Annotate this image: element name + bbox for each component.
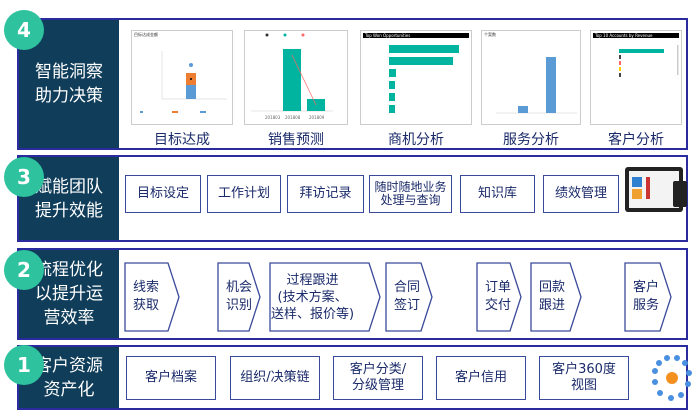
title-line: 提升效能 [35, 200, 103, 221]
asset-item[interactable]: 客户分类/分级管理 [333, 356, 423, 400]
process-step[interactable]: 过程跟进 (技术方案、 送样、报价等) [269, 262, 381, 332]
title-line: 营效率 [43, 308, 95, 328]
chart-label: 服务分析 [503, 132, 559, 148]
point-target [189, 63, 193, 67]
layer-badge-3: 3 [4, 157, 44, 197]
chart-title: Top Won Opportunities [363, 33, 469, 38]
title-line: 资产化 [43, 379, 95, 400]
asset-item[interactable]: 客户360度 视图 [539, 356, 629, 400]
step-label: 合同 签订 [385, 279, 420, 315]
step-line: 客户 [633, 280, 660, 295]
layer-2-title: 流程优化以提升运营效率 [19, 250, 119, 338]
chart-label: 客户分析 [608, 132, 664, 148]
step-label: 过程跟进 (技术方案、 送样、报价等) [269, 272, 354, 323]
step-label: 订单 交付 [476, 279, 511, 315]
tablet-app-image [625, 167, 687, 212]
chart-service: 个案数 [481, 30, 581, 125]
title-line: 智能洞察 [35, 62, 103, 82]
chart-title: Top 10 Accounts by Revenue [593, 33, 679, 38]
chart-target-achievement: 目标达成金额 [131, 30, 233, 125]
layer-4-decision: 智能洞察 助力决策 目标达成金额 目标达成 201803 201808 201809 … [17, 18, 688, 150]
asset-line: 分级管理 [351, 378, 404, 393]
process-step[interactable]: 合同 签订 [385, 262, 433, 332]
point-black [190, 78, 192, 80]
layer-2-process: 流程优化 以提升运 营效率 线索 获取 机会 识别 过程跟进 (技术方案、 送样、报价等) 合同签… [17, 248, 688, 340]
asset-line: 客户档案 [144, 370, 197, 385]
step-line: 服务 [633, 298, 660, 313]
item-visit-record[interactable]: 拜访记录 [287, 175, 364, 213]
title-line: 助力决策 [35, 86, 103, 106]
step-label: 线索 获取 [124, 279, 159, 315]
title-line: 赋能团队 [35, 176, 103, 197]
layer-badge-4: 4 [4, 10, 44, 50]
asset-item[interactable]: 客户信用 [436, 356, 526, 400]
bar-8 [546, 57, 556, 113]
title-line: 流程优化 [35, 260, 103, 280]
opportunity-chart-svg [389, 45, 459, 113]
step-line: 识别 [226, 298, 253, 313]
process-step[interactable]: 回款 跟进 [530, 262, 582, 332]
layer-1-customer: 客户资源资产化 客户档案 组织/决策链 客户分类/分级管理 客户信用 客户360度 视图 [17, 345, 692, 410]
item-mobile-business[interactable]: 随时随地业务处理与查询 [369, 175, 452, 213]
asset-line: 视图 [570, 378, 597, 393]
target-chart-svg [140, 51, 227, 113]
step-line: 回款 [539, 280, 566, 295]
step-line: 签订 [394, 298, 421, 313]
svg-text:201808: 201808 [285, 115, 301, 120]
step-label: 客户 服务 [624, 279, 659, 315]
item-work-plan[interactable]: 工作计划 [207, 175, 281, 213]
chart-customer: Top 10 Accounts by Revenue [590, 30, 682, 125]
network-hub-icon [652, 355, 692, 401]
chart-opportunity: Top Won Opportunities [360, 30, 472, 125]
step-line: 跟进 [539, 298, 566, 313]
process-step[interactable]: 订单 交付 [476, 262, 522, 332]
title-line: 客户资源 [35, 355, 103, 376]
chart-title: 目标达成金额 [134, 32, 158, 37]
revenue-line [291, 54, 317, 106]
chart-label: 商机分析 [388, 132, 444, 148]
step-line: 交付 [485, 298, 512, 313]
chart-label: 销售预测 [268, 132, 324, 148]
item-knowledge-base[interactable]: 知识库 [460, 175, 535, 213]
asset-item[interactable]: 组织/决策链 [230, 356, 320, 400]
step-line: 线索 [133, 280, 160, 295]
process-step[interactable]: 客户 服务 [624, 262, 672, 332]
title-line: 以提升运 [35, 284, 103, 304]
layer-badge-1: 1 [4, 345, 44, 385]
service-chart-svg [496, 57, 577, 114]
step-line: 送样、报价等) [271, 306, 355, 322]
item-target-setting[interactable]: 目标设定 [125, 175, 201, 213]
chart-sales-forecast: 201803 201808 201809 [244, 30, 348, 125]
step-line: 过程跟进 [286, 272, 339, 288]
bar-1 [518, 106, 528, 113]
asset-line: 客户360度 [552, 362, 616, 377]
step-label: 回款 跟进 [530, 279, 565, 315]
step-line: 机会 [226, 280, 253, 295]
layer-4-title: 智能洞察 助力决策 [19, 20, 119, 148]
asset-line: 客户分类/ [349, 362, 407, 377]
step-line: 获取 [133, 298, 160, 313]
item-performance[interactable]: 绩效管理 [543, 175, 619, 213]
customer-chart-svg [619, 45, 679, 77]
asset-line: 组织/决策链 [240, 370, 310, 385]
process-step[interactable]: 线索 获取 [124, 262, 180, 332]
asset-item[interactable]: 客户档案 [126, 356, 216, 400]
layer-badge-2: 2 [4, 250, 44, 290]
svg-text:201809: 201809 [309, 115, 325, 120]
step-line: 合同 [394, 280, 421, 295]
chart-label: 目标达成 [154, 132, 210, 148]
bar-201808 [283, 49, 301, 111]
step-line: 订单 [485, 280, 512, 295]
step-label: 机会 识别 [217, 279, 252, 315]
forecast-chart-svg: 201803 201808 201809 [251, 33, 333, 120]
svg-text:201803: 201803 [265, 115, 281, 120]
asset-line: 客户信用 [454, 370, 507, 385]
bar-segment-blue [186, 85, 196, 99]
layer-3-team: 赋能团队 提升效能 目标设定 工作计划 拜访记录 随时随地业务处理与查询 知识库 … [17, 155, 688, 242]
step-line: (技术方案、 [277, 289, 348, 305]
chart-title: 个案数 [484, 32, 496, 37]
process-step[interactable]: 机会 识别 [217, 262, 261, 332]
